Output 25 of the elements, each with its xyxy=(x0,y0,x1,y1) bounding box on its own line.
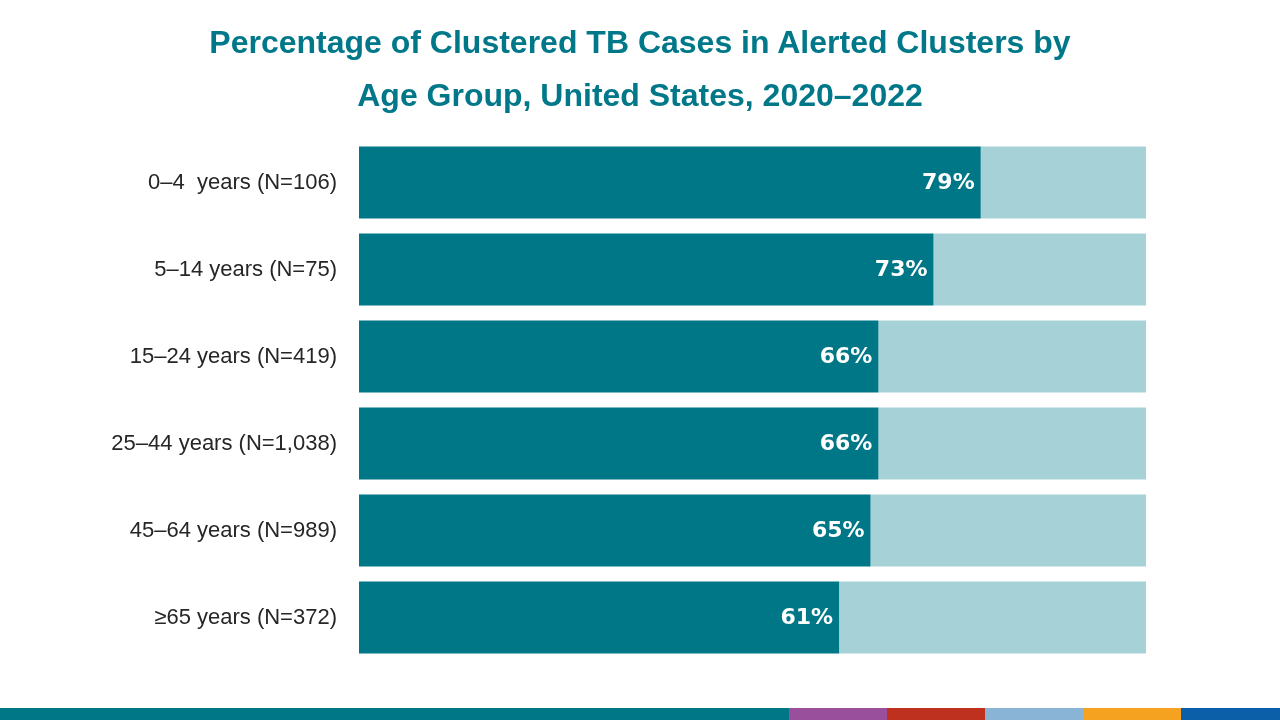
bar xyxy=(839,581,1146,654)
bar xyxy=(870,494,1146,567)
bar xyxy=(359,320,879,393)
bar xyxy=(359,581,840,654)
data-label: 66% xyxy=(819,343,873,369)
y-tick-label: 45–64 years (N=989) xyxy=(129,516,337,542)
data-label: 61% xyxy=(780,604,834,630)
y-tick-label: 0–4 years (N=106) xyxy=(148,168,337,194)
y-tick-label: 5–14 years (N=75) xyxy=(154,255,337,281)
data-label: 73% xyxy=(874,256,928,282)
bar xyxy=(878,320,1146,393)
data-label: 65% xyxy=(811,517,865,543)
bar xyxy=(878,407,1146,480)
y-tick-label: 25–44 years (N=1,038) xyxy=(111,429,337,455)
chart-title: Percentage of Clustered TB Cases in Alerted Clusters by Age Group, United States, 2020–2022 xyxy=(208,23,1072,115)
bar xyxy=(359,407,879,480)
bar xyxy=(980,146,1146,219)
y-tick-label: ≥65 years (N=372) xyxy=(154,603,337,629)
bar xyxy=(359,494,871,567)
data-label: 79% xyxy=(922,169,975,195)
bar xyxy=(359,146,981,219)
y-tick-label: 15–24 years (N=419) xyxy=(129,342,337,368)
bar xyxy=(933,233,1146,306)
data-label: 66% xyxy=(819,430,873,456)
bar xyxy=(359,233,934,306)
